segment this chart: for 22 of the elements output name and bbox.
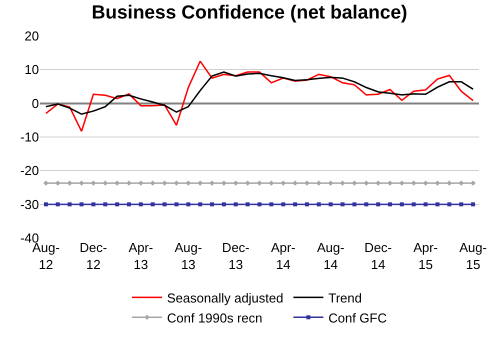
y-tick-label: 10	[24, 62, 39, 78]
x-tick-label: Apr-14	[270, 240, 296, 272]
legend-label: Trend	[328, 290, 362, 306]
y-tick-label: -30	[20, 196, 39, 212]
line-series	[45, 71, 474, 115]
x-tick-label: Aug-14	[316, 240, 344, 272]
y-tick-label: 20	[24, 28, 39, 44]
y-tick-label: -20	[20, 163, 39, 178]
x-tick-label: Aug-15	[459, 240, 487, 272]
y-tick-label: 0	[32, 96, 39, 111]
x-tick-label: Dec-12	[80, 240, 108, 272]
x-tick-label: Dec-13	[222, 240, 250, 272]
legend-label: Seasonally adjusted	[167, 290, 284, 306]
line-series	[45, 60, 474, 132]
legend-label: Conf GFC	[328, 310, 387, 326]
x-tick-label: Dec-14	[364, 240, 392, 272]
chart-title: Business Confidence (net balance)	[92, 2, 408, 24]
x-tick-label: Apr-15	[413, 240, 438, 272]
legend-label: Conf 1990s recn	[167, 310, 262, 326]
x-tick-label: Apr-13	[128, 240, 154, 272]
y-tick-label: -10	[20, 130, 39, 145]
x-tick-label: Aug-13	[174, 240, 202, 272]
